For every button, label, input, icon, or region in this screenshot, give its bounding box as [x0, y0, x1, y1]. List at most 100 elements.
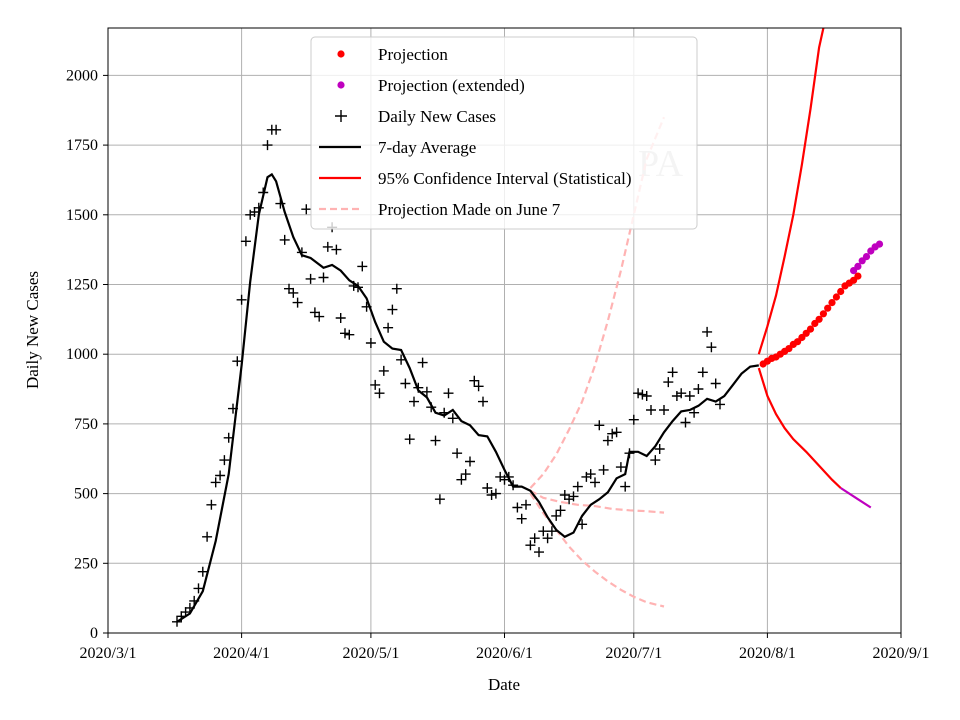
daily-case-point — [271, 124, 282, 135]
projection-point — [828, 299, 836, 307]
daily-case-point — [529, 533, 540, 544]
x-tick-label: 2020/9/1 — [873, 645, 930, 662]
daily-case-point — [236, 294, 247, 305]
daily-case-point — [240, 236, 251, 247]
daily-case-point — [503, 471, 514, 482]
daily-case-point — [344, 329, 355, 340]
daily-case-point — [430, 435, 441, 446]
daily-case-point — [715, 399, 725, 410]
daily-case-point — [542, 533, 553, 544]
y-tick-label: 750 — [74, 416, 98, 433]
daily-case-point — [512, 502, 523, 513]
daily-case-point — [693, 384, 704, 394]
daily-case-point — [684, 391, 695, 401]
daily-case-point — [387, 304, 398, 315]
daily-case-point — [210, 477, 221, 488]
y-tick-label: 1250 — [66, 276, 98, 293]
daily-case-point — [443, 388, 454, 399]
daily-case-point — [624, 448, 635, 459]
projection-point — [832, 293, 841, 301]
y-tick-label: 0 — [90, 625, 98, 642]
daily-case-point — [180, 607, 191, 618]
daily-case-point — [611, 427, 622, 438]
daily-case-point — [202, 531, 213, 542]
legend-label-projection: Projection — [378, 45, 448, 64]
daily-case-point — [456, 474, 467, 485]
daily-case-point — [314, 311, 325, 322]
x-tick-label: 2020/7/1 — [605, 645, 662, 662]
daily-case-point — [296, 247, 307, 258]
daily-case-point — [568, 491, 579, 502]
daily-case-point — [590, 477, 600, 488]
x-tick-label: 2020/8/1 — [739, 645, 796, 662]
daily-case-point — [184, 602, 195, 613]
daily-case-point — [667, 367, 678, 378]
y-tick-label: 250 — [74, 555, 98, 572]
legend-marker-projection_ext — [337, 81, 345, 89]
daily-case-point — [279, 234, 290, 245]
daily-case-point — [301, 204, 312, 215]
daily-case-point — [258, 187, 269, 198]
legend-item-avg: 7-day Average — [319, 138, 476, 157]
daily-case-point — [305, 273, 316, 284]
daily-case-point — [439, 407, 450, 418]
projection-extended-point — [862, 253, 871, 261]
daily-case-point — [400, 378, 411, 389]
daily-case-point — [396, 354, 407, 365]
ci-upper-line — [757, 28, 825, 355]
daily-case-point — [572, 481, 583, 492]
y-tick-label: 1000 — [66, 346, 98, 363]
x-tick-label: 2020/3/1 — [80, 645, 137, 662]
daily-case-point — [628, 414, 639, 425]
daily-case-point — [650, 455, 661, 466]
daily-case-point — [637, 389, 648, 400]
daily-case-point — [551, 510, 562, 521]
daily-case-point — [335, 313, 346, 323]
daily-case-point — [663, 377, 674, 388]
daily-case-point — [206, 499, 217, 510]
daily-case-point — [559, 490, 570, 500]
daily-case-point — [223, 432, 234, 443]
daily-case-point — [189, 595, 200, 606]
daily-case-point — [585, 469, 596, 480]
daily-case-point — [404, 434, 415, 445]
daily-case-point — [391, 283, 402, 294]
daily-case-point — [331, 244, 342, 255]
daily-case-point — [486, 490, 497, 500]
x-axis-label: Date — [488, 675, 520, 694]
legend-item-june7: Projection Made on June 7 — [319, 200, 561, 219]
daily-case-point — [659, 405, 669, 415]
ci-lower-line — [757, 367, 842, 489]
daily-case-point — [353, 282, 363, 293]
daily-case-point — [365, 338, 376, 348]
daily-case-point — [521, 499, 531, 510]
daily-case-point — [546, 526, 557, 537]
daily-case-point — [676, 388, 687, 399]
daily-case-point — [340, 328, 350, 339]
daily-case-point — [409, 396, 419, 407]
daily-case-point — [284, 283, 294, 294]
projection-point — [815, 315, 823, 323]
y-axis-label: Daily New Cases — [23, 271, 42, 389]
y-tick-label: 2000 — [66, 67, 98, 84]
daily-case-point — [465, 456, 475, 467]
daily-case-point — [577, 519, 588, 530]
daily-case-point — [228, 403, 238, 414]
daily-case-point — [370, 379, 381, 390]
daily-case-point — [421, 386, 432, 397]
y-tick-label: 1750 — [66, 137, 98, 154]
legend-marker-projection — [337, 50, 345, 58]
daily-case-point — [615, 462, 626, 473]
daily-case-point — [602, 435, 613, 446]
legend-label-daily: Daily New Cases — [378, 107, 496, 126]
daily-case-point — [490, 488, 501, 499]
daily-case-point — [232, 356, 243, 367]
projection-extended-point — [875, 240, 884, 248]
daily-case-point — [288, 287, 299, 298]
x-tick-label: 2020/4/1 — [213, 645, 270, 662]
daily-case-point — [172, 616, 182, 627]
daily-case-point — [417, 357, 428, 368]
legend-label-projection_ext: Projection (extended) — [378, 76, 525, 95]
projection-point — [824, 304, 832, 312]
daily-case-point — [219, 455, 230, 466]
